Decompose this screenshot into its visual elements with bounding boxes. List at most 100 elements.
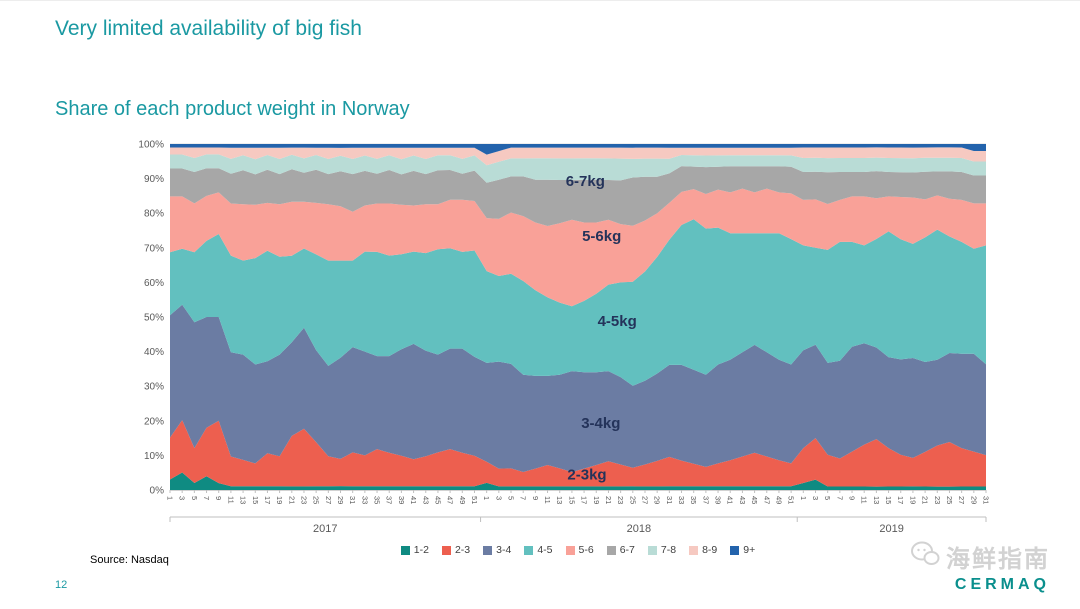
y-axis-label: 30%: [144, 382, 164, 393]
x-tick-label: 17: [263, 496, 272, 504]
y-axis-label: 100%: [138, 140, 164, 151]
chart-inner-label: 4-5kg: [598, 313, 637, 330]
legend-label: 9+: [743, 544, 756, 556]
x-tick-label: 3: [811, 496, 820, 500]
area-1-2: [170, 472, 986, 490]
x-tick-label: 1: [166, 496, 175, 500]
area-9+: [170, 144, 986, 155]
legend-item-7-8: 7-8: [647, 544, 677, 556]
chart-title: Share of each product weight in Norway: [55, 98, 410, 120]
y-axis-label: 40%: [144, 347, 164, 358]
x-tick-label: 9: [214, 496, 223, 500]
area-7-8: [170, 154, 986, 183]
x-tick-label: 25: [628, 496, 637, 504]
legend-label: 6-7: [619, 544, 635, 556]
legend-label: 7-8: [660, 544, 677, 556]
x-tick-label: 1: [482, 496, 491, 500]
chart-inner-label: 3-4kg: [581, 415, 620, 432]
x-tick-label: 13: [872, 496, 881, 504]
x-tick-label: 13: [555, 496, 564, 504]
x-tick-label: 7: [835, 496, 844, 500]
watermark: 海鲜指南 CERMAQ: [910, 539, 1050, 594]
y-axis-label: 90%: [144, 174, 164, 185]
area-5-6: [170, 188, 986, 307]
legend-swatch: [565, 545, 575, 555]
x-tick-label: 5: [823, 496, 832, 500]
y-axis-label: 70%: [144, 243, 164, 254]
y-axis-label: 50%: [144, 313, 164, 324]
area-4-5: [170, 219, 986, 386]
x-tick-label: 45: [433, 496, 442, 504]
legend-item-5-6: 5-6: [565, 544, 594, 556]
x-tick-label: 15: [567, 496, 576, 504]
x-tick-label: 5: [507, 496, 516, 500]
x-tick-label: 41: [409, 496, 418, 504]
area-6-7: [170, 166, 986, 226]
x-tick-label: 37: [385, 496, 394, 504]
legend-item-4-5: 4-5: [524, 544, 553, 556]
legend-label: 4-5: [537, 544, 553, 556]
x-tick-label: 15: [251, 496, 260, 504]
x-tick-label: 25: [312, 496, 321, 504]
chart-legend: 1-2 2-3 3-4 4-5 5-6 6-7 7-8 8-9 9+: [170, 544, 986, 556]
x-tick-label: 39: [714, 496, 723, 504]
x-tick-label: 17: [896, 496, 905, 504]
year-label: 2019: [879, 523, 903, 535]
x-tick-label: 33: [677, 496, 686, 504]
x-tick-label: 27: [957, 496, 966, 504]
chart-svg: 0%10%20%30%40%50%60%70%80%90%100%1 3 5 7 9 11…: [138, 140, 991, 536]
area-8-9: [170, 147, 986, 166]
area-3-4: [170, 304, 986, 472]
x-tick-label: 45: [750, 496, 759, 504]
x-tick-label: 17: [580, 496, 589, 504]
x-tick-label: 49: [775, 496, 784, 504]
x-tick-label: 21: [287, 496, 296, 504]
x-tick-label: 49: [458, 496, 467, 504]
year-label: 2017: [313, 523, 337, 535]
watermark-row: 海鲜指南: [910, 539, 1050, 574]
x-tick-label: 47: [446, 496, 455, 504]
legend-item-8-9: 8-9: [689, 544, 717, 556]
x-tick-label: 7: [202, 496, 211, 500]
x-tick-label: 29: [653, 496, 662, 504]
wechat-icon: [910, 540, 940, 573]
x-tick-label: 11: [543, 496, 552, 504]
x-tick-label: 43: [738, 496, 747, 504]
source-note: Source: Nasdaq: [90, 554, 169, 566]
x-tick-label: 25: [945, 496, 954, 504]
legend-swatch: [730, 545, 740, 555]
x-tick-label: 7: [519, 496, 528, 500]
legend-swatch: [483, 545, 493, 555]
legend-label: 1-2: [413, 544, 429, 556]
page-number: 12: [55, 579, 68, 591]
legend-label: 5-6: [578, 544, 594, 556]
slide-title: Very limited availability of big fish: [55, 17, 362, 40]
x-tick-label: 31: [982, 496, 991, 504]
legend-swatch: [647, 545, 657, 555]
x-tick-label: 9: [531, 496, 540, 500]
x-tick-label: 41: [726, 496, 735, 504]
x-tick-label: 19: [592, 496, 601, 504]
x-tick-label: 15: [884, 496, 893, 504]
stacked-area-chart: 0% 10% 20% 30% 40% 50% 60% 70% 80% 90% 100% 1 3 5 7 9 11…: [126, 138, 998, 540]
x-tick-label: 39: [397, 496, 406, 504]
x-tick-label: 23: [616, 496, 625, 504]
chart-inner-label: 5-6kg: [582, 228, 621, 245]
x-tick-label: 35: [689, 496, 698, 504]
legend-swatch: [441, 545, 451, 555]
x-tick-label: 51: [470, 496, 479, 504]
x-tick-label: 23: [300, 496, 309, 504]
watermark-text: 海鲜指南: [946, 546, 1050, 573]
x-tick-label: 19: [908, 496, 917, 504]
chart-inner-label: 6-7kg: [566, 173, 605, 190]
legend-swatch: [524, 545, 534, 555]
x-tick-label: 43: [421, 496, 430, 504]
legend-swatch: [689, 545, 699, 555]
x-tick-label: 11: [860, 496, 869, 504]
year-label: 2018: [627, 523, 651, 535]
x-tick-label: 3: [178, 496, 187, 500]
x-tick-label: 19: [275, 496, 284, 504]
x-tick-label: 5: [190, 496, 199, 500]
legend-item-2-3: 2-3: [441, 544, 470, 556]
